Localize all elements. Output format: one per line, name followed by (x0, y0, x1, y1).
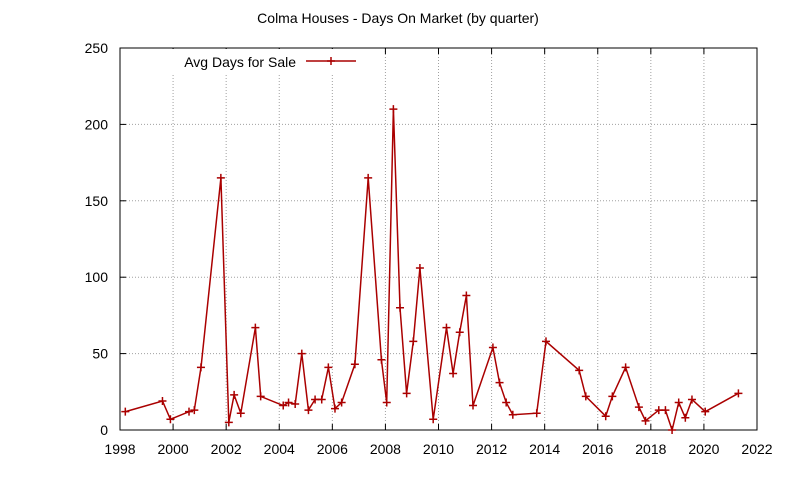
chart-title: Colma Houses - Days On Market (by quarte… (257, 10, 539, 26)
x-tick-label: 2020 (688, 441, 719, 457)
data-point (185, 407, 194, 416)
series-layer (121, 105, 743, 434)
data-point (382, 398, 391, 407)
data-point (495, 378, 504, 387)
data-point (641, 416, 650, 425)
y-tick-label: 250 (85, 40, 109, 56)
data-point (575, 366, 584, 375)
legend: Avg Days for Sale (162, 49, 362, 73)
data-point (502, 398, 511, 407)
data-point (469, 401, 478, 410)
x-tick-label: 2018 (635, 441, 666, 457)
data-point (236, 409, 245, 418)
legend-plus-glyph (327, 57, 335, 65)
data-point (291, 400, 300, 409)
data-point (508, 410, 517, 419)
y-tick-label: 150 (85, 193, 109, 209)
y-tick-label: 50 (92, 346, 108, 362)
data-point (284, 398, 293, 407)
data-point (429, 415, 438, 424)
data-point (668, 426, 677, 434)
data-point (389, 105, 398, 114)
x-tick-label: 1998 (104, 441, 135, 457)
y-tick-label: 100 (85, 269, 109, 285)
data-point (396, 303, 405, 312)
data-point (279, 401, 288, 410)
data-point (190, 406, 199, 415)
data-point (121, 407, 130, 416)
data-point (158, 396, 167, 405)
data-point (601, 412, 610, 421)
x-tick-label: 2006 (317, 441, 348, 457)
data-point (415, 264, 424, 273)
data-point (377, 355, 386, 364)
data-point (251, 323, 260, 332)
data-point (532, 409, 541, 418)
x-tick-label: 2016 (582, 441, 613, 457)
y-tick-label: 0 (100, 422, 108, 438)
data-point (256, 392, 265, 401)
data-point (324, 363, 333, 372)
data-point (364, 173, 373, 182)
x-tick-label: 2012 (476, 441, 507, 457)
data-point (224, 418, 233, 427)
data-point (488, 343, 497, 352)
data-point (297, 349, 306, 358)
x-tick-label: 2004 (264, 441, 295, 457)
legend-marker-plus (327, 57, 335, 65)
data-point (350, 360, 359, 369)
x-tick-label: 2008 (370, 441, 401, 457)
axis-ticks: 1998 2000 2002 2004 2006 2008 2010 2012 2014 2016… (85, 40, 773, 457)
data-point (581, 392, 590, 401)
data-point (621, 363, 630, 372)
data-point (734, 389, 743, 398)
data-point (337, 398, 346, 407)
data-point (196, 363, 205, 372)
data-point (701, 407, 710, 416)
x-tick-label: 2002 (211, 441, 242, 457)
data-point (409, 337, 418, 346)
x-tick-label: 2022 (741, 441, 772, 457)
data-point (462, 291, 471, 300)
data-point (317, 395, 326, 404)
data-point (216, 173, 225, 182)
data-point (674, 398, 683, 407)
data-point (687, 395, 696, 404)
data-point (166, 415, 175, 424)
data-point (681, 413, 690, 422)
legend-label: Avg Days for Sale (184, 54, 296, 70)
data-point (230, 390, 239, 399)
series-line (125, 109, 739, 433)
data-point (330, 404, 339, 413)
y-tick-label: 200 (85, 116, 109, 132)
data-point (304, 406, 313, 415)
x-tick-label: 2000 (158, 441, 189, 457)
data-point (608, 392, 617, 401)
x-tick-label: 2014 (529, 441, 560, 457)
data-point (449, 369, 458, 378)
grid-lines (120, 48, 757, 430)
data-point (455, 328, 464, 337)
data-point (442, 323, 451, 332)
data-point (661, 406, 670, 415)
data-point (634, 403, 643, 412)
data-point (541, 337, 550, 346)
data-point (402, 389, 411, 398)
x-tick-label: 2010 (423, 441, 454, 457)
